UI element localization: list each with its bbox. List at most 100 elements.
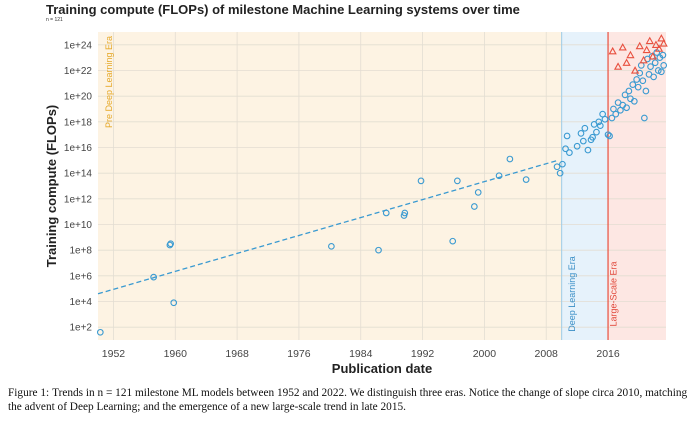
data-point-circle-1 — [150, 273, 157, 281]
data-point-circle-13 — [470, 203, 478, 210]
data-point-circle-10 — [417, 177, 425, 185]
y-tick-label-4: 1e+10 — [64, 220, 93, 231]
data-point-circle-50 — [630, 97, 638, 105]
data-point-circle-12 — [453, 177, 461, 185]
data-point-circle-24 — [573, 142, 581, 150]
x-tick-label-8: 2016 — [596, 348, 620, 360]
data-point-circle-68 — [659, 51, 667, 59]
data-point-circle-30 — [589, 133, 596, 141]
data-point-circle-37 — [604, 131, 612, 139]
data-point-circle-41 — [612, 110, 620, 118]
x-tick-label-3: 1976 — [287, 348, 311, 360]
data-point-circle-33 — [595, 118, 603, 126]
scatter-plot: Pre Deep Learning Era Deep Learning Era La… — [44, 32, 668, 376]
data-point-circle-51 — [633, 76, 640, 83]
era-label-2: Large-Scale Era — [609, 261, 619, 326]
y-tick-label-0: 1e+2 — [69, 323, 92, 334]
data-point-circle-6 — [375, 246, 382, 254]
data-point-circle-46 — [623, 104, 630, 112]
data-point-circle-45 — [621, 91, 629, 99]
data-point-circle-52 — [634, 83, 642, 91]
caption-text: Trends in n = 121 milestone ML models be… — [8, 387, 688, 413]
y-axis-label: Training compute (FLOPs) — [44, 105, 59, 268]
data-point-circle-17 — [522, 176, 530, 183]
data-point-triangle-7 — [639, 55, 648, 64]
x-tick-label-7: 2008 — [535, 348, 559, 360]
data-point-triangle-0 — [608, 46, 617, 55]
chart-subtitle: n = 121 — [46, 17, 63, 23]
y-tick-label-5: 1e+12 — [64, 194, 93, 205]
data-point-triangle-12 — [654, 44, 664, 52]
data-point-circle-67 — [658, 68, 665, 76]
data-point-circle-47 — [625, 87, 633, 95]
x-tick-label-2: 1968 — [225, 348, 249, 360]
data-point-circle-20 — [559, 160, 566, 168]
data-point-circle-32 — [593, 128, 600, 136]
data-point-triangle-5 — [630, 66, 640, 74]
y-tick-label-2: 1e+6 — [69, 271, 92, 282]
data-point-circle-63 — [651, 59, 659, 67]
x-tick-label-0: 1952 — [102, 348, 126, 360]
data-point-circle-27 — [581, 124, 589, 132]
data-point-triangle-11 — [651, 40, 661, 48]
data-point-circle-23 — [566, 149, 573, 156]
chart-title: Training compute (FLOPs) of milestone Ma… — [46, 2, 520, 17]
data-point-triangle-3 — [622, 58, 631, 66]
data-point-circle-11 — [449, 237, 457, 245]
data-point-circle-49 — [629, 81, 637, 88]
data-point-circle-19 — [556, 169, 564, 177]
y-tick-label-7: 1e+16 — [64, 143, 93, 154]
data-point-circle-26 — [579, 137, 587, 145]
data-point-circle-55 — [639, 77, 647, 85]
era-region-1 — [561, 32, 609, 340]
y-tick-label-9: 1e+20 — [64, 92, 93, 103]
y-tick-label-11: 1e+24 — [64, 40, 93, 51]
data-point-triangle-14 — [659, 39, 668, 47]
data-point-circle-69 — [660, 62, 668, 69]
data-point-triangle-2 — [618, 43, 627, 51]
data-point-circle-0 — [96, 328, 104, 336]
data-point-triangle-9 — [645, 36, 654, 45]
data-point-circle-38 — [606, 132, 613, 140]
data-point-circle-15 — [495, 172, 503, 180]
data-point-circle-7 — [382, 209, 390, 217]
y-tick-label-1: 1e+4 — [69, 297, 92, 308]
y-tick-label-10: 1e+22 — [64, 66, 93, 77]
data-point-circle-57 — [642, 87, 650, 95]
data-point-circle-39 — [608, 114, 616, 122]
data-point-circle-36 — [601, 115, 609, 123]
data-point-circle-65 — [654, 67, 662, 74]
y-tick-label-3: 1e+8 — [69, 246, 92, 257]
data-point-circle-28 — [584, 146, 592, 154]
data-point-circle-3 — [167, 240, 174, 248]
era-label-1: Deep Learning Era — [567, 256, 577, 332]
data-point-circle-18 — [553, 163, 561, 171]
data-point-circle-22 — [563, 132, 571, 140]
x-tick-label-5: 1992 — [411, 348, 435, 360]
figure-label: Figure 1: — [8, 387, 50, 399]
x-axis-label: Publication date — [332, 361, 432, 376]
data-point-circle-4 — [170, 299, 178, 307]
era-region-0 — [98, 32, 562, 340]
x-tick-label-4: 1984 — [349, 348, 373, 360]
data-point-circle-60 — [647, 63, 654, 71]
y-tick-label-8: 1e+18 — [64, 117, 93, 128]
data-point-circle-14 — [474, 189, 482, 196]
data-point-triangle-4 — [626, 50, 635, 59]
data-point-triangle-1 — [613, 62, 623, 70]
data-point-circle-25 — [577, 130, 585, 137]
x-tick-label-1: 1960 — [164, 348, 188, 360]
y-tick-label-6: 1e+14 — [64, 169, 93, 180]
data-point-triangle-10 — [648, 52, 657, 60]
data-point-circle-5 — [328, 242, 335, 250]
data-point-circle-9 — [401, 209, 409, 217]
data-point-triangle-6 — [635, 41, 644, 50]
data-point-triangle-13 — [657, 34, 666, 42]
era-region-2 — [608, 32, 666, 340]
data-point-circle-62 — [650, 73, 657, 81]
data-point-circle-56 — [641, 114, 648, 122]
data-point-circle-16 — [506, 155, 514, 163]
era-label-0: Pre Deep Learning Era — [104, 36, 114, 128]
data-point-circle-34 — [596, 122, 604, 130]
data-point-triangle-8 — [642, 45, 651, 54]
